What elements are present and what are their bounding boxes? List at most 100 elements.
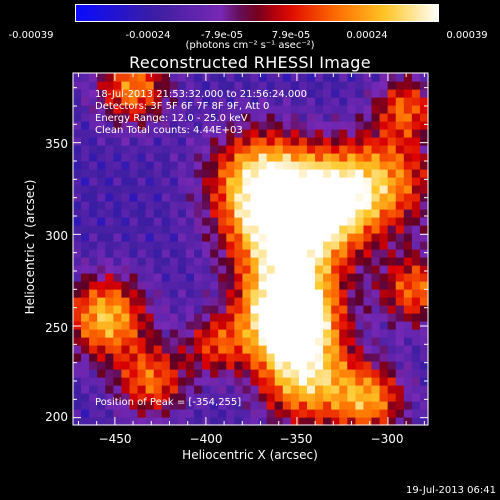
heatmap-cell: [347, 265, 356, 274]
heatmap-cell: [161, 113, 171, 122]
heatmap-cell: [315, 217, 324, 226]
heatmap-cell: [355, 313, 365, 322]
heatmap-cell: [89, 121, 98, 130]
heatmap-cell: [113, 409, 123, 418]
heatmap-cell: [379, 377, 389, 386]
colorbar-tick: 7.9e-05: [271, 30, 311, 41]
heatmap-cell: [379, 89, 389, 98]
heatmap-cell: [81, 97, 90, 106]
heatmap-cell: [403, 105, 413, 114]
heatmap-cell: [226, 329, 235, 338]
heatmap-cell: [379, 153, 389, 162]
heatmap-cell: [282, 385, 292, 394]
heatmap-cell: [419, 345, 429, 354]
heatmap-cell: [250, 137, 260, 146]
heatmap-cell: [355, 217, 365, 226]
heatmap-cell: [137, 337, 147, 346]
heatmap-cell: [387, 105, 397, 114]
heatmap-cell: [137, 153, 147, 162]
heatmap-cell: [250, 73, 260, 82]
heatmap-cell: [137, 297, 147, 306]
heatmap-cell: [210, 305, 219, 314]
heatmap-cell: [202, 281, 211, 290]
heatmap-cell: [105, 385, 114, 394]
heatmap-cell: [274, 209, 284, 218]
heatmap-cell: [153, 369, 163, 378]
heatmap-cell: [194, 161, 203, 170]
heatmap-cell: [347, 377, 356, 386]
heatmap-cell: [331, 201, 340, 210]
heatmap-cell: [379, 73, 389, 82]
heatmap-cell: [266, 209, 276, 218]
heatmap-cell: [137, 233, 147, 242]
heatmap-cell: [81, 297, 90, 306]
heatmap-cell: [250, 385, 260, 394]
heatmap-cell: [339, 249, 348, 258]
heatmap-cell: [258, 97, 268, 106]
heatmap-cell: [97, 353, 106, 362]
heatmap-cell: [298, 289, 308, 298]
heatmap-cell: [266, 153, 276, 162]
heatmap-cell: [105, 201, 114, 210]
heatmap-cell: [161, 369, 171, 378]
heatmap-cell: [210, 345, 219, 354]
x-tick-label: −350: [279, 432, 313, 446]
heatmap-cell: [331, 313, 340, 322]
heatmap-cell: [339, 177, 348, 186]
heatmap-cell: [89, 265, 98, 274]
heatmap-cell: [218, 329, 227, 338]
heatmap-cell: [282, 177, 292, 186]
heatmap-cell: [379, 257, 389, 266]
heatmap-cell: [105, 185, 114, 194]
heatmap-cell: [218, 321, 227, 330]
heatmap-cell: [97, 89, 106, 98]
heatmap-cell: [355, 113, 365, 122]
heatmap-cell: [355, 169, 365, 178]
heatmap-cell: [419, 249, 429, 258]
heatmap-cell: [331, 241, 340, 250]
heatmap-cell: [89, 417, 98, 426]
heatmap-cell: [419, 329, 429, 338]
heatmap-cell: [121, 257, 131, 266]
heatmap-cell: [306, 345, 316, 354]
heatmap-cell: [347, 361, 356, 370]
heatmap-cell: [331, 105, 340, 114]
heatmap-cell: [153, 233, 163, 242]
heatmap-cell: [202, 401, 211, 410]
heatmap-cell: [403, 121, 413, 130]
heatmap-cell: [129, 97, 139, 106]
heatmap-cell: [290, 121, 300, 130]
heatmap-cell: [210, 201, 219, 210]
heatmap-cell: [73, 105, 82, 114]
heatmap-cell: [81, 401, 90, 410]
x-axis-label: Heliocentric X (arcsec): [182, 448, 318, 462]
heatmap-cell: [347, 401, 356, 410]
heatmap-cell: [395, 225, 405, 234]
heatmap-cell: [395, 273, 405, 282]
heatmap-cell: [137, 177, 147, 186]
heatmap-cell: [395, 337, 405, 346]
heatmap-cell: [282, 137, 292, 146]
heatmap-cell: [371, 81, 381, 90]
heatmap-cell: [411, 385, 421, 394]
heatmap-cell: [129, 89, 139, 98]
heatmap-cell: [121, 337, 131, 346]
heatmap-cell: [137, 249, 147, 258]
heatmap-cell: [315, 297, 324, 306]
heatmap-cell: [315, 81, 324, 90]
heatmap-cell: [371, 313, 381, 322]
heatmap-cell: [97, 305, 106, 314]
heatmap-cell: [339, 297, 348, 306]
heatmap-cell: [323, 369, 332, 378]
heatmap-cell: [403, 361, 413, 370]
heatmap-cell: [411, 145, 421, 154]
heatmap-cell: [153, 321, 163, 330]
heatmap-cell: [355, 273, 365, 282]
heatmap-cell: [282, 249, 292, 258]
heatmap-cell: [137, 401, 147, 410]
heatmap-cell: [129, 217, 139, 226]
method-annotation: Clean Total counts: 4.44E+03: [95, 125, 243, 136]
heatmap-cell: [306, 257, 316, 266]
heatmap-cell: [129, 73, 139, 82]
heatmap-cell: [177, 73, 187, 82]
